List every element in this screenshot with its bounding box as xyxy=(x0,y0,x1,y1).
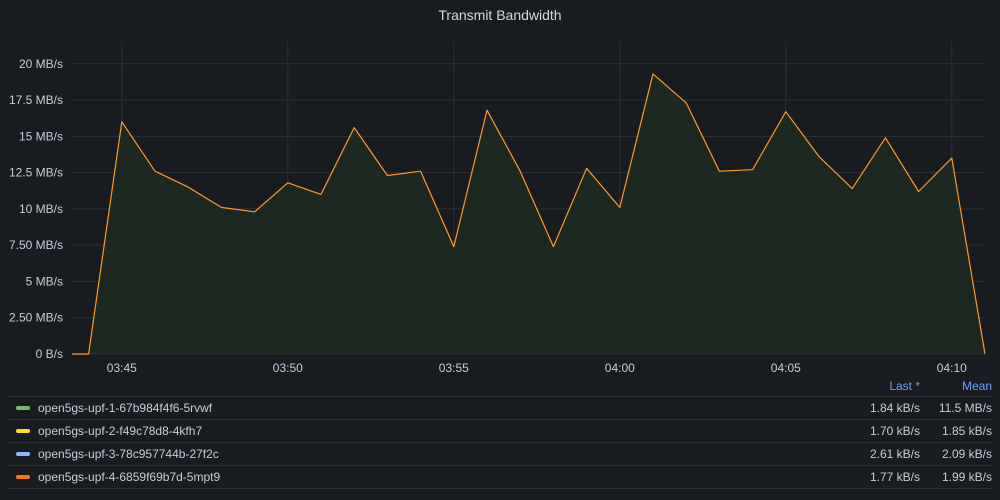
series-area-fill xyxy=(72,73,985,355)
legend-mean-value: 1.99 kB/s xyxy=(941,470,992,484)
data-point xyxy=(154,170,156,172)
legend-item[interactable]: open5gs-upf-1-67b984f4f6-5rvwf 1.84 kB/s 1… xyxy=(8,396,992,419)
data-point xyxy=(187,186,189,188)
legend-table: Last * Mean open5gs-upf-1-67b984f4f6-5rv… xyxy=(8,376,992,489)
x-tick-label: 04:05 xyxy=(771,361,801,375)
data-point xyxy=(951,157,953,159)
legend-item[interactable]: open5gs-upf-4-6859f69b7d-5mpt9 1.77 kB/s 1… xyxy=(8,465,992,489)
y-tick-label: 5 MB/s xyxy=(26,274,63,288)
chart-plot-area: 0 B/s 2.50 MB/s 5 MB/s 7.50 MB/s 10 MB/s 12.5… xyxy=(9,42,986,375)
data-point xyxy=(818,155,820,157)
x-tick-label: 04:10 xyxy=(937,361,967,375)
data-point xyxy=(884,137,886,139)
data-point xyxy=(220,206,222,208)
data-point xyxy=(386,174,388,176)
legend-last-value: 1.70 kB/s xyxy=(869,424,920,438)
x-tick-label: 03:50 xyxy=(273,361,303,375)
data-point xyxy=(751,169,753,171)
data-point xyxy=(619,206,621,208)
legend-series-name: open5gs-upf-4-6859f69b7d-5mpt9 xyxy=(38,470,221,484)
legend-column-last[interactable]: Last * xyxy=(889,379,920,393)
legend-mean-value: 11.5 MB/s xyxy=(938,401,992,415)
y-tick-label: 12.5 MB/s xyxy=(9,166,63,180)
data-point xyxy=(87,353,89,355)
data-point xyxy=(453,245,455,247)
legend-item[interactable]: open5gs-upf-2-f49c78d8-4kfh7 1.70 kB/s 1.8… xyxy=(8,419,992,442)
data-point xyxy=(917,190,919,192)
data-point xyxy=(287,182,289,184)
x-tick-label: 03:55 xyxy=(439,361,469,375)
y-tick-label: 0 B/s xyxy=(36,347,63,361)
x-tick-label: 03:45 xyxy=(107,361,137,375)
legend-last-value: 1.84 kB/s xyxy=(869,401,920,415)
data-point xyxy=(253,211,255,213)
data-point xyxy=(652,73,654,75)
legend-mean-value: 1.85 kB/s xyxy=(941,424,992,438)
data-point xyxy=(320,193,322,195)
legend-last-value: 1.77 kB/s xyxy=(869,470,920,484)
y-tick-label: 2.50 MB/s xyxy=(9,311,63,325)
series-color-swatch xyxy=(16,475,30,479)
x-tick-label: 04:00 xyxy=(605,361,635,375)
data-point xyxy=(486,109,488,111)
data-point xyxy=(71,353,73,355)
legend-series-name: open5gs-upf-1-67b984f4f6-5rvwf xyxy=(38,401,213,415)
data-point xyxy=(785,111,787,113)
legend-series-name: open5gs-upf-2-f49c78d8-4kfh7 xyxy=(38,424,203,438)
panel-title[interactable]: Transmit Bandwidth xyxy=(438,7,562,23)
legend-header: Last * Mean xyxy=(8,376,992,396)
legend-column-mean[interactable]: Mean xyxy=(961,379,992,393)
series-line[interactable] xyxy=(72,73,986,355)
data-point xyxy=(851,187,853,189)
legend-item[interactable]: open5gs-upf-3-78c957744b-27f2c 2.61 kB/s 2… xyxy=(8,442,992,465)
y-tick-label: 20 MB/s xyxy=(19,57,63,71)
data-point xyxy=(519,170,521,172)
y-tick-label: 15 MB/s xyxy=(19,129,63,143)
series-color-swatch xyxy=(16,452,30,456)
y-tick-label: 7.50 MB/s xyxy=(9,238,63,252)
data-point xyxy=(353,126,355,128)
legend-series-name: open5gs-upf-3-78c957744b-27f2c xyxy=(38,447,219,461)
data-point xyxy=(718,170,720,172)
data-point xyxy=(984,353,986,355)
series-color-swatch xyxy=(16,429,30,433)
data-point xyxy=(585,167,587,169)
y-tick-label: 17.5 MB/s xyxy=(9,93,63,107)
data-point xyxy=(419,170,421,172)
y-tick-label: 10 MB/s xyxy=(19,202,63,216)
data-point xyxy=(685,102,687,104)
legend-last-value: 2.61 kB/s xyxy=(869,447,920,461)
data-point xyxy=(552,245,554,247)
data-point xyxy=(121,121,123,123)
series-color-swatch xyxy=(16,406,30,410)
legend-mean-value: 2.09 kB/s xyxy=(941,447,992,461)
